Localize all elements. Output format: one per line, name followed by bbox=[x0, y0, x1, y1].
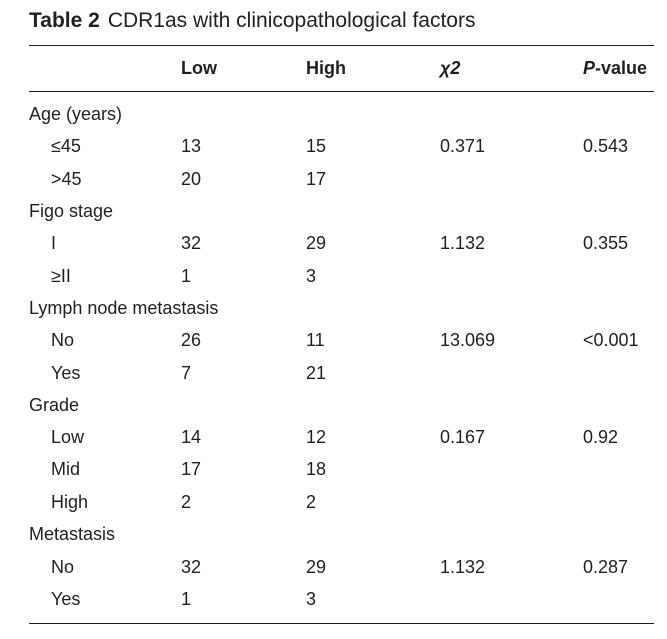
group-label: Age (years) bbox=[29, 104, 123, 124]
row-label: ≥II bbox=[51, 266, 71, 286]
row-label: Yes bbox=[51, 589, 81, 609]
cell-high: 29 bbox=[306, 233, 327, 253]
cell-p: <0.001 bbox=[583, 330, 639, 350]
cell-low: 13 bbox=[181, 136, 202, 156]
row-label: ≤45 bbox=[51, 136, 81, 156]
cell-p: 0.287 bbox=[583, 557, 629, 577]
cell-high: 17 bbox=[306, 169, 327, 189]
cell-chi: 13.069 bbox=[440, 330, 496, 350]
table-caption-text: CDR1as with clinicopathological factors bbox=[107, 9, 476, 32]
row-label: Yes bbox=[51, 363, 81, 383]
row-label: Mid bbox=[51, 459, 81, 479]
cell-high: 29 bbox=[306, 557, 327, 577]
header-chi-square-text: χ2 bbox=[440, 58, 461, 78]
cell-high: 2 bbox=[306, 492, 317, 512]
cell-high: 11 bbox=[306, 330, 325, 350]
cell-high: 3 bbox=[306, 266, 317, 286]
cell-p: 0.355 bbox=[583, 233, 629, 253]
cell-chi: 0.167 bbox=[440, 427, 486, 447]
cell-low: 20 bbox=[181, 169, 202, 189]
cell-low: 1 bbox=[181, 589, 192, 609]
group-label: Grade bbox=[29, 395, 80, 415]
cell-high: 3 bbox=[306, 589, 317, 609]
cell-p: 0.92 bbox=[583, 427, 619, 447]
row-label: No bbox=[51, 330, 75, 350]
header-chi-square: χ2 bbox=[440, 58, 460, 78]
group-label: Lymph node metastasis bbox=[29, 298, 219, 318]
header-rule bbox=[29, 91, 654, 92]
cell-low: 1 bbox=[181, 266, 192, 286]
cell-chi: 1.132 bbox=[440, 233, 486, 253]
cell-chi: 1.132 bbox=[440, 557, 486, 577]
cell-low: 17 bbox=[181, 459, 202, 479]
cell-low: 32 bbox=[181, 233, 202, 253]
row-label: Low bbox=[51, 427, 85, 447]
header-p-italic: P bbox=[583, 58, 596, 78]
row-label: >45 bbox=[51, 169, 82, 189]
top-rule bbox=[29, 45, 654, 46]
row-label: High bbox=[51, 492, 89, 512]
cell-chi: 0.371 bbox=[440, 136, 486, 156]
header-high: High bbox=[306, 58, 346, 78]
group-label: Figo stage bbox=[29, 201, 114, 221]
cell-high: 12 bbox=[306, 427, 327, 447]
cell-high: 21 bbox=[306, 363, 327, 383]
table-caption: Table 2 CDR1as with clinicopathological f… bbox=[29, 9, 475, 33]
header-low: Low bbox=[181, 58, 217, 78]
cell-low: 26 bbox=[181, 330, 202, 350]
cell-high: 18 bbox=[306, 459, 327, 479]
row-label: No bbox=[51, 557, 75, 577]
header-p-value: P-value bbox=[583, 58, 647, 78]
cell-low: 2 bbox=[181, 492, 192, 512]
header-p-rest: -value bbox=[595, 58, 648, 78]
table-caption-label: Table 2 bbox=[29, 9, 100, 32]
row-label: I bbox=[51, 233, 57, 253]
cell-p: 0.543 bbox=[583, 136, 629, 156]
bottom-rule bbox=[29, 623, 654, 624]
cell-low: 7 bbox=[181, 363, 192, 383]
cell-low: 14 bbox=[181, 427, 202, 447]
group-label: Metastasis bbox=[29, 524, 116, 544]
cell-low: 32 bbox=[181, 557, 202, 577]
cell-high: 15 bbox=[306, 136, 327, 156]
